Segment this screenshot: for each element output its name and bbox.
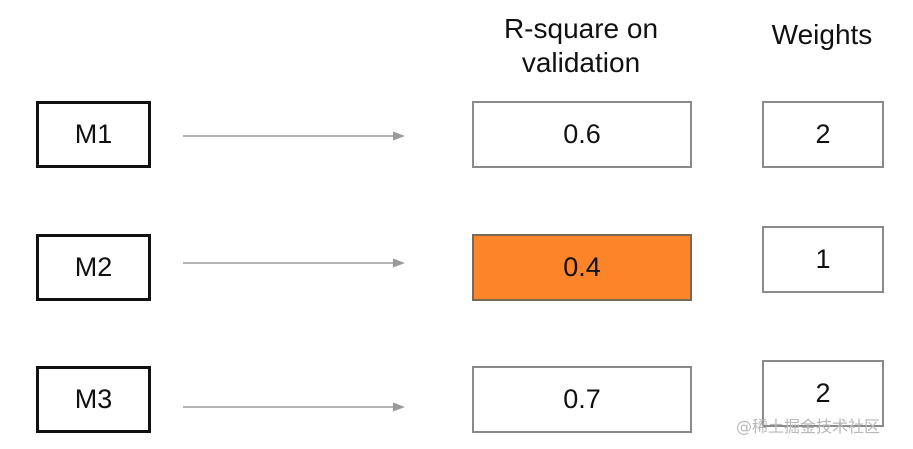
- arrow-icon: [183, 131, 405, 141]
- rsquare-value-m1: 0.6: [472, 101, 692, 168]
- weight-value-m1: 2: [762, 101, 884, 168]
- rsquare-value-m3: 0.7: [472, 366, 692, 433]
- arrow-icon: [183, 258, 405, 268]
- model-box-m2: M2: [36, 234, 151, 301]
- rsquare-header: R-square on validation: [503, 13, 659, 78]
- rsquare-value-m2: 0.4: [472, 234, 692, 301]
- watermark-text: @稀土掘金技术社区: [736, 417, 881, 436]
- model-box-m3: M3: [36, 366, 151, 433]
- arrow-icon: [183, 402, 405, 412]
- weight-value-m3: 2: [762, 360, 884, 427]
- weights-header: Weights: [771, 19, 873, 50]
- model-box-m1: M1: [36, 101, 151, 168]
- weight-value-m2: 1: [762, 226, 884, 293]
